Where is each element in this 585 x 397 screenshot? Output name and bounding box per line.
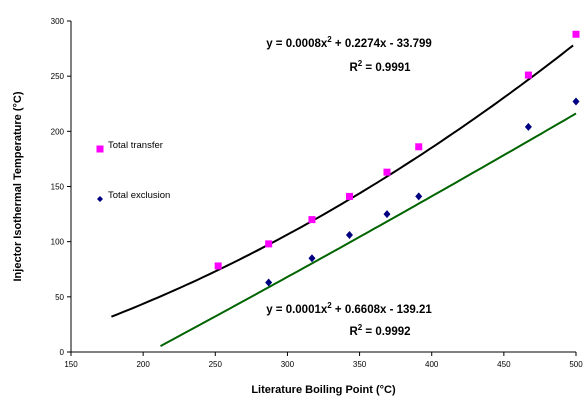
y-tick-label: 200	[51, 127, 65, 136]
y-tick-label: 100	[51, 238, 65, 247]
y-tick-label: 150	[51, 183, 65, 192]
fit-r-squared: R2 = 0.9991	[349, 59, 411, 74]
x-tick-label: 350	[353, 360, 367, 369]
legend-marker	[97, 196, 103, 202]
data-point	[345, 192, 353, 200]
y-tick-label: 250	[51, 72, 65, 81]
x-axis-title: Literature Boiling Point (°C)	[251, 384, 396, 396]
trendline	[111, 44, 574, 318]
y-tick-label: 50	[55, 293, 64, 302]
axes: 0 50 100 150 200 250 300 150 200 250 300 350 400 450 5…	[51, 17, 584, 369]
y-axis-title: Injector Isothermal Temperature (°C)	[12, 91, 24, 281]
legend-label: Total transfer	[108, 140, 163, 151]
fit-r-squared: R2 = 0.9992	[349, 323, 410, 338]
data-point	[308, 216, 316, 224]
trendline	[160, 112, 577, 347]
data-points	[214, 30, 580, 287]
x-tick-label: 200	[136, 360, 150, 369]
x-tick-label: 150	[64, 360, 78, 369]
data-point	[524, 122, 532, 131]
y-tick-label: 300	[51, 17, 65, 26]
x-tick-label: 300	[281, 360, 295, 369]
data-point	[265, 240, 273, 248]
trendlines	[111, 44, 577, 347]
labels: Literature Boiling Point (°C) Injector Is…	[12, 35, 432, 396]
fit-equation: y = 0.0008x2 + 0.2274x - 33.799	[266, 35, 432, 50]
data-point	[415, 143, 423, 151]
x-tick-label: 450	[497, 360, 511, 369]
data-point	[308, 254, 316, 263]
data-point	[415, 192, 423, 201]
data-point	[524, 71, 532, 79]
x-tick-label: 250	[209, 360, 223, 369]
x-tick-label: 500	[569, 360, 583, 369]
data-point	[572, 30, 580, 38]
x-tick-label: 400	[425, 360, 439, 369]
data-point	[383, 168, 391, 176]
data-point	[214, 262, 222, 270]
legend-marker	[96, 145, 104, 153]
data-point	[265, 278, 273, 287]
data-point	[345, 231, 353, 240]
legend-label: Total exclusion	[108, 190, 170, 201]
data-point	[572, 97, 580, 106]
fit-equation: y = 0.0001x2 + 0.6608x - 139.21	[266, 301, 432, 316]
data-point	[383, 210, 391, 219]
y-tick-label: 0	[60, 348, 65, 357]
